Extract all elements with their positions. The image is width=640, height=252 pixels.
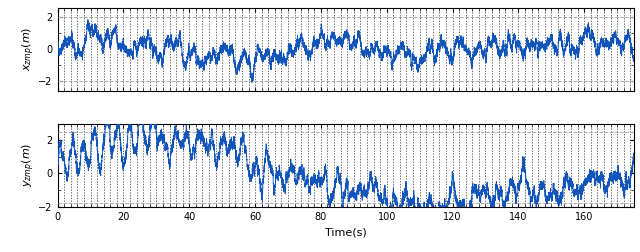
X-axis label: Time(s): Time(s): [324, 227, 367, 237]
Y-axis label: $y_{zmp}(m)$: $y_{zmp}(m)$: [20, 143, 37, 187]
Y-axis label: $x_{zmp}(m)$: $x_{zmp}(m)$: [20, 27, 37, 71]
